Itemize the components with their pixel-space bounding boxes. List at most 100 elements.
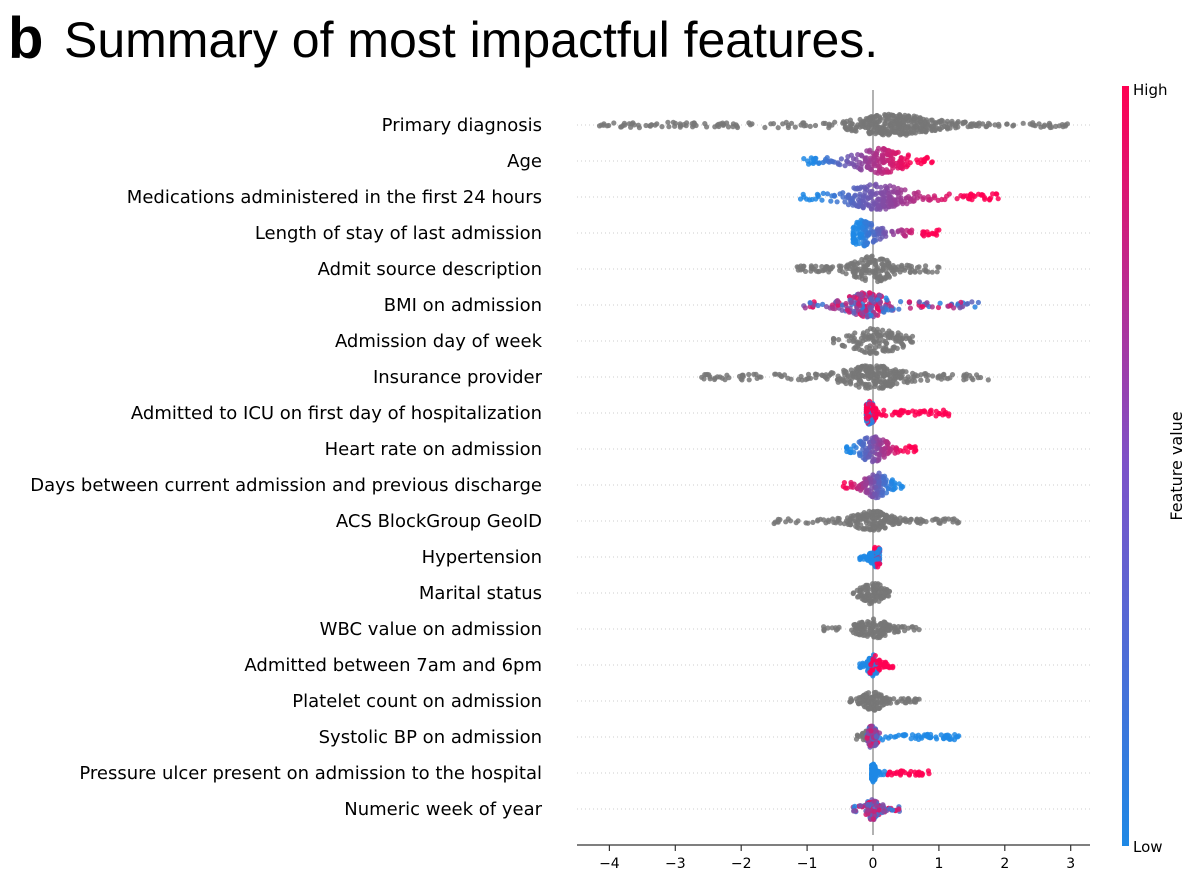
swarm-point — [882, 445, 889, 451]
feature-swarm — [699, 363, 991, 391]
swarm-point — [904, 201, 910, 207]
swarm-point — [862, 297, 868, 303]
swarm-point — [860, 260, 866, 266]
x-tick-label: −4 — [599, 856, 620, 871]
swarm-point — [968, 191, 974, 197]
swarm-point — [871, 161, 877, 167]
swarm-point — [961, 372, 967, 378]
feature-swarm — [801, 145, 935, 176]
swarm-point — [920, 196, 926, 202]
swarm-point — [872, 383, 878, 390]
swarm-point — [785, 375, 791, 381]
x-tick-label: −2 — [731, 856, 752, 871]
swarm-point — [828, 198, 834, 204]
swarm-point — [883, 206, 889, 212]
swarm-point — [819, 197, 825, 203]
swarm-point — [837, 191, 843, 197]
swarm-point — [862, 275, 869, 281]
swarm-point — [881, 586, 888, 592]
swarm-point — [707, 374, 713, 380]
swarm-point — [845, 515, 851, 521]
swarm-point — [820, 301, 826, 307]
swarm-point — [850, 156, 857, 162]
swarm-point — [815, 302, 821, 309]
swarm-point — [725, 124, 732, 130]
swarm-point — [892, 367, 899, 373]
swarm-point — [824, 191, 831, 197]
swarm-point — [871, 798, 877, 805]
swarm-point — [912, 769, 918, 775]
swarm-point — [910, 408, 916, 414]
swarm-point — [936, 126, 942, 132]
swarm-point — [837, 520, 843, 526]
swarm-point — [858, 231, 864, 237]
swarm-point — [883, 340, 889, 347]
swarm-point — [863, 364, 869, 371]
swarm-point — [852, 259, 858, 265]
swarm-point — [876, 370, 883, 376]
swarm-point — [898, 227, 904, 233]
swarm-point — [843, 271, 849, 277]
swarm-point — [862, 155, 868, 161]
swarm-point — [859, 733, 865, 739]
feature-label: Admission day of week — [335, 331, 543, 352]
swarm-point — [894, 190, 900, 196]
swarm-point — [856, 515, 862, 521]
swarm-point — [871, 590, 877, 596]
feature-label: Admitted to ICU on first day of hospital… — [131, 403, 542, 424]
swarm-point — [938, 121, 944, 127]
swarm-point — [840, 376, 846, 382]
swarm-point — [990, 191, 996, 197]
swarm-point — [878, 524, 884, 530]
swarm-point — [629, 121, 635, 127]
feature-label: Pressure ulcer present on admission to t… — [79, 763, 542, 784]
swarm-point — [865, 261, 871, 267]
x-axis: −4 −3 −2 −1 0 1 2 3 — [577, 844, 1090, 871]
swarm-point — [868, 662, 874, 668]
swarm-point — [861, 349, 867, 355]
colorbar-high-label: High — [1133, 81, 1167, 99]
swarm-point — [954, 196, 960, 202]
swarm-point — [987, 122, 993, 128]
swarm-point — [903, 132, 909, 138]
swarm-point — [873, 415, 879, 421]
feature-swarm — [853, 723, 962, 750]
swarm-point — [902, 162, 908, 168]
swarm-point — [874, 549, 880, 555]
swarm-point — [855, 339, 861, 345]
swarm-point — [858, 296, 864, 302]
swarm-point — [865, 811, 871, 817]
swarm-point — [969, 299, 975, 305]
swarm-point — [823, 372, 829, 378]
swarm-point — [886, 589, 892, 595]
feature-label: Insurance provider — [373, 367, 543, 388]
swarm-point — [890, 268, 896, 274]
swarm-point — [924, 229, 930, 235]
swarm-point — [933, 516, 939, 522]
swarm-point — [869, 253, 875, 259]
swarm-point — [850, 484, 856, 490]
swarm-point — [875, 700, 881, 706]
feature-swarm — [830, 326, 916, 356]
feature-label: Heart rate on admission — [325, 439, 542, 460]
swarm-point — [900, 448, 906, 454]
swarm-point — [872, 491, 878, 497]
x-tick-label: −3 — [665, 856, 686, 871]
swarm-point — [911, 627, 917, 633]
swarm-point — [900, 696, 907, 702]
swarm-point — [862, 625, 868, 632]
swarm-point — [891, 121, 897, 127]
swarm-point — [888, 481, 894, 487]
swarm-point — [821, 267, 828, 273]
swarm-point — [912, 372, 918, 378]
swarm-point — [871, 764, 877, 770]
swarm-point — [881, 407, 887, 413]
swarm-point — [872, 372, 879, 378]
swarm-point — [876, 479, 883, 485]
swarm-point — [867, 626, 874, 632]
feature-swarm — [857, 544, 883, 570]
swarm-point — [873, 312, 879, 318]
swarm-point — [874, 556, 880, 562]
swarm-point — [795, 267, 801, 273]
